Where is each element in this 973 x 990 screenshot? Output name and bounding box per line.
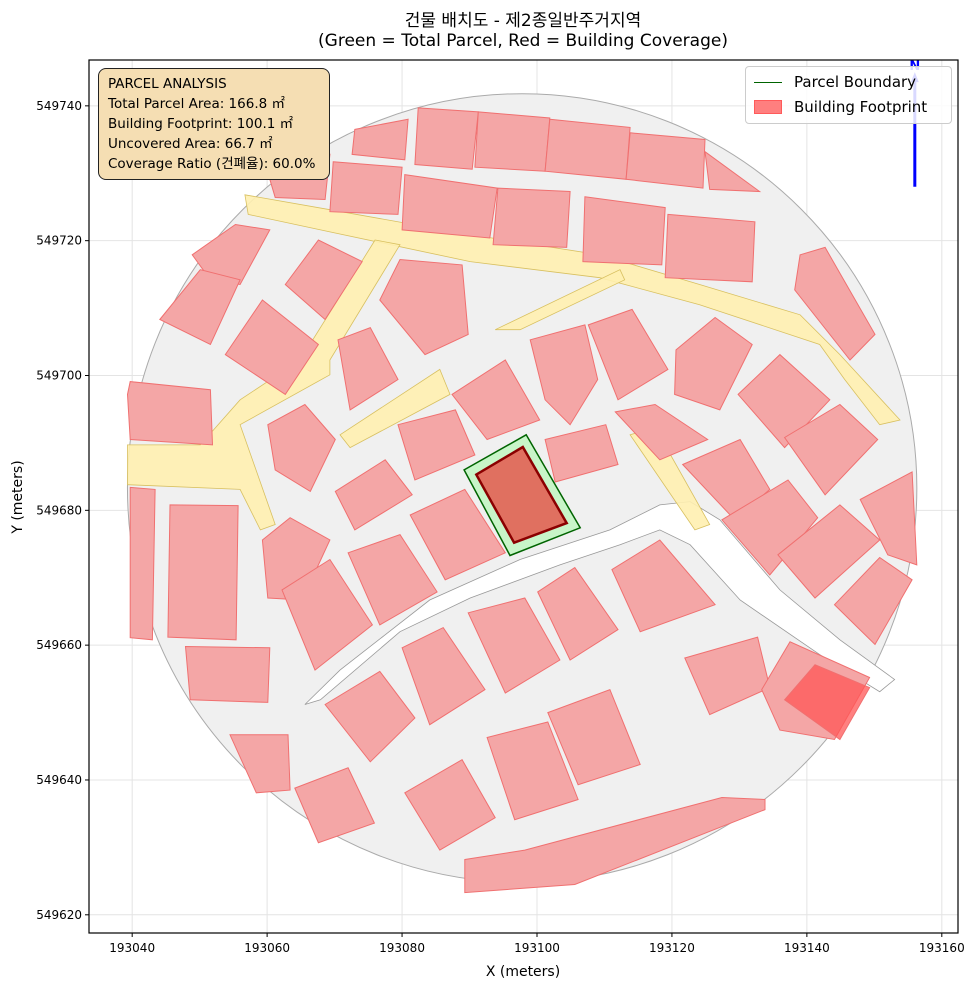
context-building: [397, 409, 476, 481]
context-building: [681, 438, 771, 521]
x-tick-label: 193160: [919, 941, 965, 955]
context-building: [794, 246, 876, 361]
context-building: [859, 471, 918, 566]
context-building: [267, 403, 336, 493]
road: [339, 368, 451, 449]
info-uncovered-area: Uncovered Area: 66.7 ㎡: [108, 136, 273, 152]
context-building: [414, 107, 479, 170]
context-building: [401, 174, 498, 239]
context-building: [281, 558, 374, 671]
context-building: [547, 688, 641, 786]
context-building: [537, 566, 619, 661]
x-tick-label: 193060: [244, 941, 290, 955]
x-tick-label: 193120: [649, 941, 695, 955]
context-building: [625, 132, 706, 189]
x-tick-label: 193080: [379, 941, 425, 955]
context-building: [294, 767, 376, 844]
chart-title-line2: (Green = Total Parcel, Red = Building Co…: [318, 31, 728, 51]
context-building: [783, 403, 879, 496]
road: [244, 194, 901, 426]
y-tick-label: 549680: [36, 503, 82, 517]
y-tick-label: 549700: [36, 368, 82, 382]
info-coverage-ratio: Coverage Ratio (건폐율): 60.0%: [108, 156, 316, 172]
parcel-boundary-swatch: [754, 81, 782, 83]
road: [127, 239, 401, 531]
x-tick-label: 193100: [514, 941, 560, 955]
context-building: [159, 269, 241, 346]
info-heading: PARCEL ANALYSIS: [108, 76, 227, 92]
context-building: [614, 403, 709, 461]
context-building: [409, 488, 507, 581]
target-building: [474, 445, 569, 545]
context-building: [582, 196, 666, 266]
context-building: [324, 670, 416, 763]
context-building: [611, 539, 716, 633]
context-building: [401, 626, 486, 726]
y-tick-label: 549640: [36, 773, 82, 787]
context-building: [704, 150, 762, 193]
context-building: [737, 353, 831, 449]
x-tick-label: 193040: [109, 941, 155, 955]
y-tick-label: 549620: [36, 908, 82, 922]
x-tick-label: 193140: [784, 941, 830, 955]
context-building: [529, 324, 599, 426]
y-tick-label: 549660: [36, 638, 82, 652]
context-building: [587, 308, 669, 401]
context-building: [544, 118, 631, 180]
context-building: [674, 316, 753, 411]
context-building: [337, 326, 399, 411]
context-building: [451, 359, 541, 441]
context-building: [224, 299, 320, 396]
context-building: [184, 645, 271, 703]
info-total-area: Total Parcel Area: 166.8 ㎡: [108, 96, 285, 112]
context-building: [167, 504, 239, 641]
context-building: [721, 479, 819, 576]
y-tick-label: 549720: [36, 234, 82, 248]
context-building: [329, 161, 403, 215]
context-building: [284, 239, 363, 321]
building-footprint-swatch: [754, 100, 782, 114]
axis-ticks: 193040 193060 193080 193100 193120 193140 1931…: [36, 99, 965, 955]
legend-item-building-footprint: Building Footprint: [754, 96, 927, 118]
info-building-footprint: Building Footprint: 100.1 ㎡: [108, 116, 294, 132]
context-building: [379, 258, 469, 356]
context-building: [347, 533, 438, 626]
chart-title-line1: 건물 배치도 - 제2종일반주거지역: [404, 11, 642, 31]
road-cut: [304, 501, 896, 705]
context-building: [474, 111, 551, 172]
y-tick-label: 549740: [36, 99, 82, 113]
context-building: [467, 597, 561, 694]
y-axis-label: Y (meters): [10, 460, 26, 534]
context-building: [777, 504, 881, 599]
map-layers: N: [126, 60, 920, 894]
legend: Parcel Boundary Building Footprint: [745, 66, 952, 124]
context-building: [664, 213, 756, 283]
legend-label: Building Footprint: [794, 98, 928, 116]
x-axis-label: X (meters): [486, 964, 560, 980]
context-building: [129, 486, 156, 641]
road: [495, 269, 626, 331]
context-building: [351, 118, 409, 161]
context-building: [404, 759, 496, 851]
parcel-analysis-box: PARCEL ANALYSIS Total Parcel Area: 166.8…: [98, 68, 330, 180]
context-building: [492, 187, 571, 248]
legend-item-parcel-boundary: Parcel Boundary: [754, 71, 916, 93]
context-building: [544, 424, 619, 483]
context-building: [464, 796, 766, 894]
context-building: [334, 459, 413, 531]
legend-label: Parcel Boundary: [794, 73, 917, 91]
plot-frame: [88, 59, 959, 934]
context-building: [486, 721, 579, 821]
context-building: [783, 664, 871, 741]
context-building: [126, 381, 214, 446]
context-building: [229, 734, 291, 794]
context-building: [833, 556, 913, 646]
